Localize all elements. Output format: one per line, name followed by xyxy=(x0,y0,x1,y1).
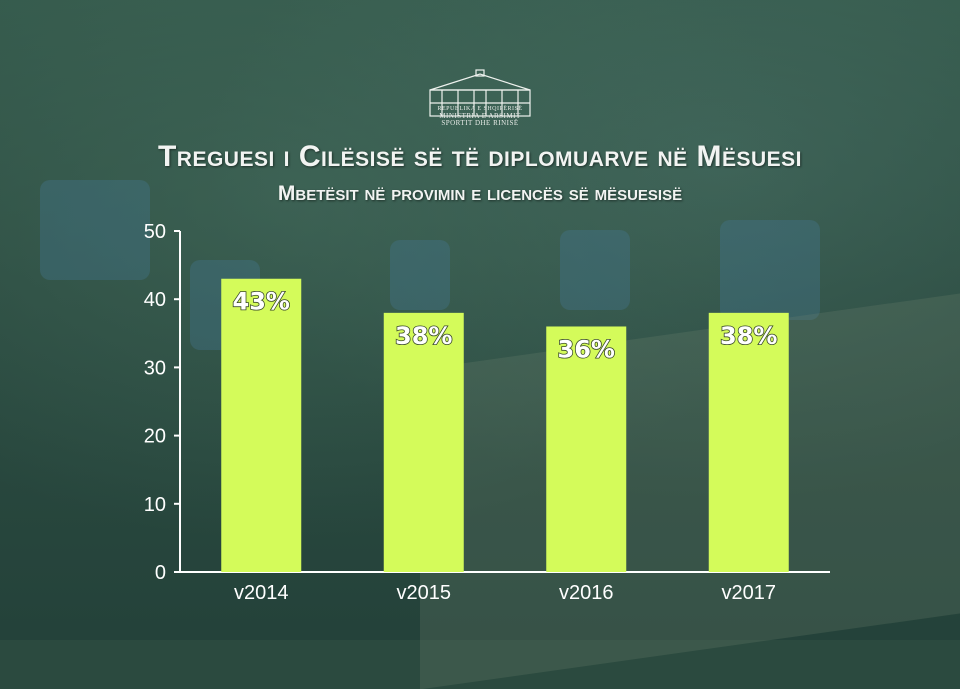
y-tick-label: 0 xyxy=(155,562,166,584)
bar-data-label: 38% xyxy=(395,322,452,350)
x-tick-label: v2016 xyxy=(559,582,614,604)
bar-v2015 xyxy=(383,312,464,572)
bar-v2016 xyxy=(546,326,627,572)
chart-title: Treguesi i Cilësisë së të diplomuarve në… xyxy=(157,140,803,173)
y-tick-label: 30 xyxy=(144,357,166,379)
x-tick-label: v2014 xyxy=(234,582,289,604)
bar-data-label: 38% xyxy=(720,322,777,350)
y-tick-label: 20 xyxy=(144,426,166,448)
bar-data-label: 43% xyxy=(233,288,290,316)
y-tick-label: 10 xyxy=(144,494,166,516)
bar-v2014 xyxy=(221,278,302,572)
y-tick-label: 50 xyxy=(144,221,166,243)
x-tick-label: v2017 xyxy=(722,582,777,604)
bar-chart: 0 10 20 30 40 50 43% v2014 38% v2015 36% v2016 38% v2… xyxy=(144,221,830,604)
x-tick-label: v2015 xyxy=(397,582,452,604)
chart-subtitle: Mbetësit në provimin e licencës së mësue… xyxy=(277,182,683,205)
ministry-logo-icon xyxy=(429,69,531,117)
bar-v2017 xyxy=(708,312,789,572)
y-tick-label: 40 xyxy=(144,289,166,311)
ministry-name: REPUBLIKA E SHQIPËRISË MINISTRIA E ARSIM… xyxy=(437,106,523,127)
bar-data-label: 36% xyxy=(558,335,615,363)
